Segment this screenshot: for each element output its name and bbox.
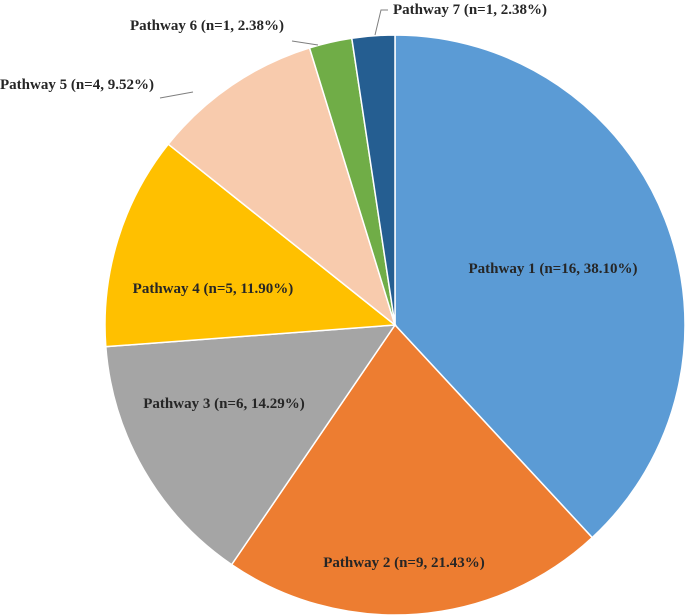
data-label-pathway-2: Pathway 2 (n=9, 21.43%) xyxy=(323,555,484,571)
data-label-pathway-5: Pathway 5 (n=4, 9.52%) xyxy=(0,77,154,93)
data-label-pathway-4: Pathway 4 (n=5, 11.90%) xyxy=(133,281,294,297)
data-label-pathway-6: Pathway 6 (n=1, 2.38%) xyxy=(130,18,284,34)
leader-lines-layer xyxy=(159,9,388,99)
pie-slice-pathway-7 xyxy=(350,34,396,326)
labels-layer: Pathway 1 (n=16, 38.10%) Pathway 2 (n=9, … xyxy=(0,2,637,571)
pie-slice-pathway-3 xyxy=(105,324,397,566)
pie-slice-pathway-5 xyxy=(167,46,397,328)
pie-slice-pathway-2 xyxy=(230,323,594,615)
data-label-pathway-3: Pathway 3 (n=6, 14.29%) xyxy=(143,396,304,412)
slices-layer xyxy=(104,34,685,615)
pie-slice-pathway-4 xyxy=(104,143,397,348)
data-label-pathway-1: Pathway 1 (n=16, 38.10%) xyxy=(469,261,638,277)
leader-line-pathway-5 xyxy=(159,91,194,99)
data-label-pathway-7: Pathway 7 (n=1, 2.38%) xyxy=(393,2,547,18)
leader-line-pathway-6 xyxy=(291,40,319,46)
pie-slice-pathway-1 xyxy=(394,34,685,539)
leader-line-pathway-7 xyxy=(374,9,388,36)
